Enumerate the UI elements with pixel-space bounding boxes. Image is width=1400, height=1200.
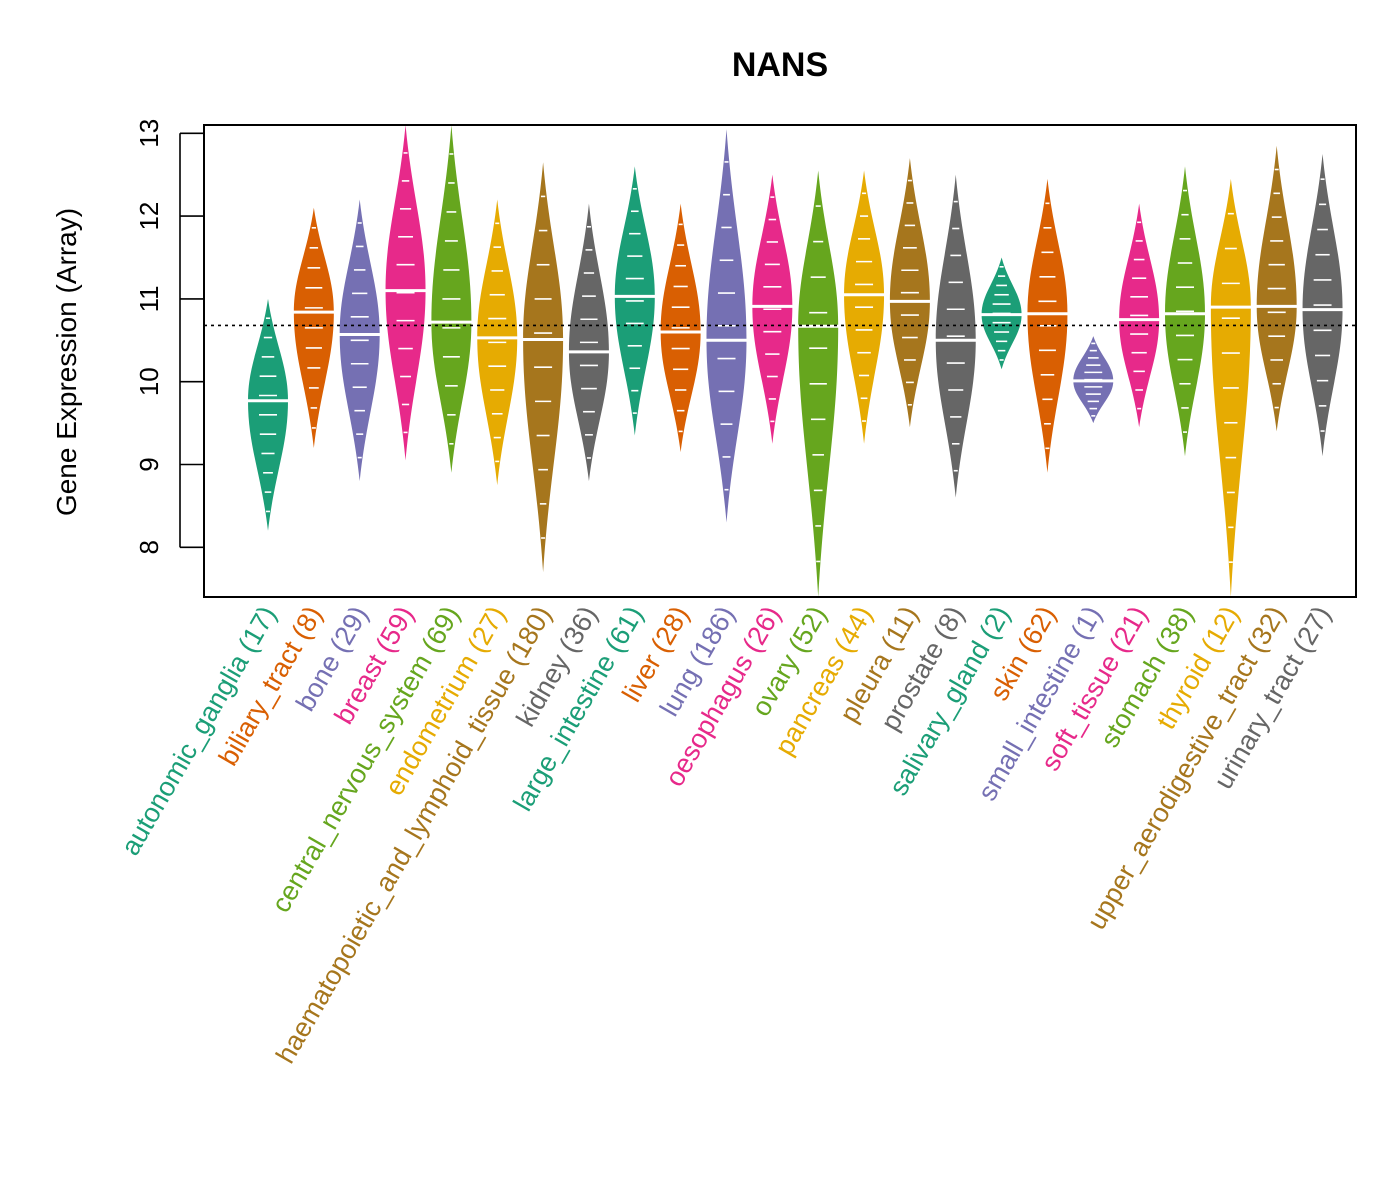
bean-strokes <box>396 152 415 434</box>
y-tick-label: 11 <box>134 285 164 312</box>
bean-strokes <box>1221 212 1240 563</box>
plot-border <box>203 124 1357 598</box>
y-tick-label: 13 <box>134 119 164 148</box>
bean-strokes <box>534 195 553 539</box>
y-tick-label: 9 <box>134 457 164 471</box>
bean-strokes <box>1130 221 1149 410</box>
bean-strokes <box>1176 189 1194 433</box>
plot-area <box>204 125 1356 597</box>
bean-strokes <box>304 227 323 429</box>
category-labels: autonomic_ganglia (17)biliary_tract (8)b… <box>115 601 1337 1068</box>
bean-strokes <box>855 192 874 422</box>
bean-strokes <box>442 153 461 445</box>
bean-strokes <box>1038 202 1057 450</box>
bean-strokes <box>900 179 919 406</box>
y-tick-label: 12 <box>134 202 164 231</box>
y-axis-label: Gene Expression (Array) <box>51 208 82 516</box>
bean-strokes <box>350 222 369 459</box>
bean-strokes <box>809 205 828 563</box>
bean-strokes <box>1267 168 1286 409</box>
y-axis: 8 9 10 11 12 13 <box>134 119 204 555</box>
y-tick-label: 10 <box>134 367 164 396</box>
bean-strokes <box>671 223 690 433</box>
bean-strokes <box>625 188 644 414</box>
bean-strokes <box>946 200 965 472</box>
bean-strokes <box>717 161 736 491</box>
bean-strokes <box>1313 178 1332 432</box>
y-tick-label: 8 <box>134 540 164 554</box>
bean-strokes <box>259 317 277 513</box>
chart-title: NANS <box>732 46 828 84</box>
bean-strokes <box>763 196 782 423</box>
bean-strokes <box>488 222 507 463</box>
bean-strokes <box>579 225 598 459</box>
